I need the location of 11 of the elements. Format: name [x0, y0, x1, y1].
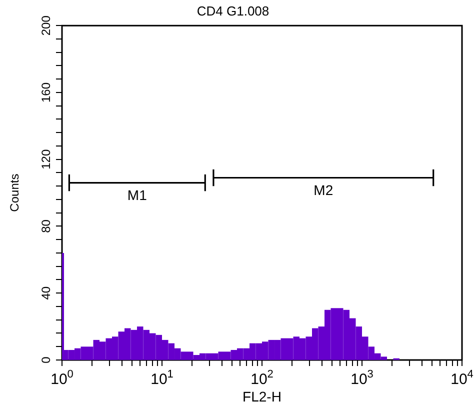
annotation: M2: [314, 182, 334, 198]
y-tick-label: 80: [39, 219, 53, 233]
y-axis-title: Counts: [8, 174, 22, 212]
annotation: M1: [127, 186, 148, 203]
y-tick-label: 120: [39, 149, 53, 170]
x-axis-title: FL2-H: [242, 388, 282, 404]
y-tick-label: 200: [39, 15, 53, 36]
chart-title: CD4 G1.008: [196, 3, 270, 18]
y-tick-label: 40: [39, 286, 53, 300]
y-tick-label: 0: [39, 356, 53, 364]
y-tick-label: 160: [39, 82, 53, 102]
